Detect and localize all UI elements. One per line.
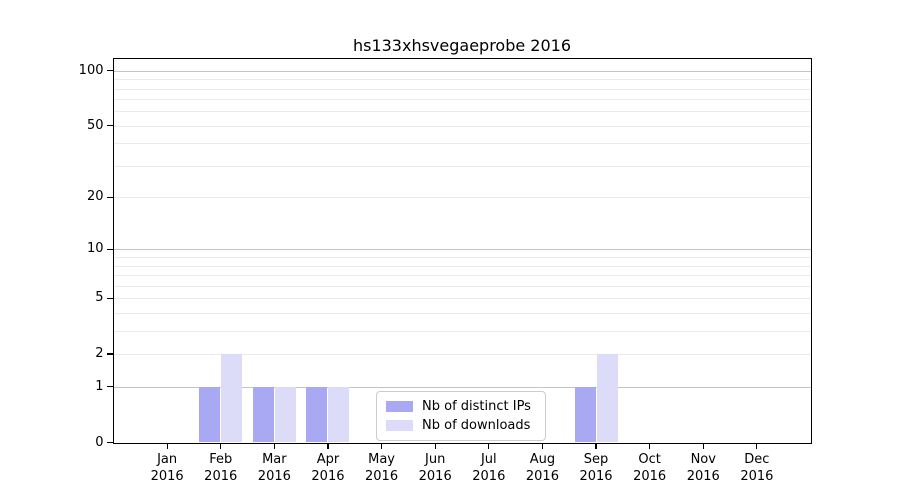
- gridline-minor-6: [113, 285, 811, 287]
- x-tick-label-nov: Nov 2016: [686, 452, 720, 484]
- gridline-minor-80: [113, 88, 811, 90]
- chart-title: hs133xhsvegaeprobe 2016: [352, 36, 572, 55]
- y-tick-10: [107, 248, 113, 250]
- y-tick-2: [107, 353, 113, 355]
- gridline-minor-50: [113, 125, 811, 127]
- x-tick-label-jan: Jan 2016: [150, 452, 184, 484]
- x-tick-label-mar: Mar 2016: [257, 452, 291, 484]
- gridline-minor-90: [113, 79, 811, 81]
- y-tick-label-50: 50: [86, 117, 104, 133]
- y-tick-0: [107, 441, 113, 444]
- x-tick-label-jun: Jun 2016: [418, 452, 452, 484]
- x-tick-label-dec: Dec 2016: [740, 452, 774, 484]
- x-tick-aug: [541, 443, 543, 449]
- y-tick-label-5: 5: [95, 290, 104, 306]
- gridline-minor-7: [113, 275, 811, 277]
- gridline-major-10: [113, 249, 811, 251]
- x-tick-label-feb: Feb 2016: [204, 452, 238, 484]
- x-tick-jan: [166, 443, 168, 449]
- legend-label-downloads: Nb of downloads: [422, 418, 531, 433]
- gridline-minor-30: [113, 165, 811, 167]
- y-tick-label-0: 0: [95, 434, 104, 450]
- bar-downloads-feb: [221, 354, 243, 443]
- gridline-major-100: [113, 70, 811, 72]
- legend-item-distinct-ips: Nb of distinct IPs: [386, 397, 536, 416]
- gridline-minor-70: [113, 99, 811, 101]
- x-tick-nov: [702, 443, 704, 449]
- y-tick-label-1: 1: [95, 378, 104, 394]
- bar-downloads-apr: [328, 386, 350, 443]
- gridline-minor-60: [113, 111, 811, 113]
- y-tick-20: [107, 196, 113, 198]
- legend-label-distinct-ips: Nb of distinct IPs: [422, 399, 531, 414]
- legend: Nb of distinct IPs Nb of downloads: [376, 391, 546, 441]
- bar-distinct-ips-sep: [574, 386, 596, 443]
- gridline-minor-40: [113, 143, 811, 145]
- x-tick-label-may: May 2016: [365, 452, 399, 484]
- gridline-minor-20: [113, 197, 811, 199]
- y-tick-label-100: 100: [78, 62, 104, 78]
- legend-swatch-downloads: [386, 420, 413, 431]
- bar-downloads-mar: [274, 386, 296, 443]
- y-tick-label-10: 10: [86, 241, 104, 257]
- y-tick-label-2: 2: [95, 346, 104, 362]
- y-tick-50: [107, 125, 113, 127]
- y-tick-5: [107, 297, 113, 299]
- x-tick-sep: [595, 443, 597, 449]
- gridline-minor-9: [113, 257, 811, 259]
- bar-distinct-ips-mar: [252, 386, 274, 443]
- x-tick-label-apr: Apr 2016: [311, 452, 345, 484]
- y-tick-1: [107, 386, 113, 388]
- legend-item-downloads: Nb of downloads: [386, 416, 536, 435]
- x-tick-label-jul: Jul 2016: [472, 452, 506, 484]
- bar-distinct-ips-apr: [306, 386, 328, 443]
- x-tick-apr: [327, 443, 329, 449]
- y-tick-100: [107, 70, 113, 72]
- x-tick-label-aug: Aug 2016: [525, 452, 559, 484]
- gridline-minor-2: [113, 354, 811, 356]
- x-tick-feb: [220, 443, 222, 449]
- x-tick-label-sep: Sep 2016: [579, 452, 613, 484]
- gridline-minor-5: [113, 298, 811, 300]
- plot-area-border: [112, 58, 812, 444]
- bar-downloads-sep: [596, 354, 618, 443]
- x-tick-jun: [434, 443, 436, 449]
- x-tick-jul: [488, 443, 490, 449]
- y-tick-label-20: 20: [86, 189, 104, 205]
- gridline-minor-8: [113, 265, 811, 267]
- gridline-major-1: [113, 386, 811, 388]
- legend-swatch-distinct-ips: [386, 401, 413, 412]
- x-tick-dec: [756, 443, 758, 449]
- x-tick-label-oct: Oct 2016: [633, 452, 667, 484]
- bar-distinct-ips-feb: [199, 386, 221, 443]
- x-tick-mar: [273, 443, 275, 449]
- x-tick-may: [380, 443, 383, 449]
- x-tick-oct: [649, 443, 651, 449]
- gridline-minor-4: [113, 312, 811, 314]
- gridline-minor-3: [113, 330, 811, 332]
